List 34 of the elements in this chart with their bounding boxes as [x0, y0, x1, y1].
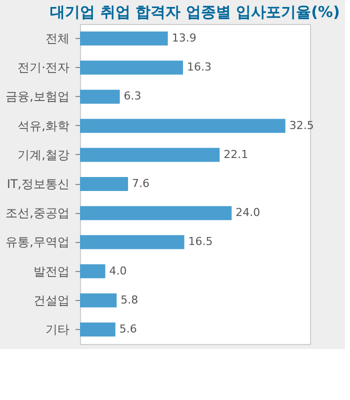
bar [80, 32, 168, 46]
y-tick-label: 석유,화학 [18, 118, 70, 133]
y-tick-label: 발전업 [34, 264, 70, 278]
data-label: 16.3 [186, 60, 212, 74]
bar [80, 264, 106, 278]
y-tick-label: 건설업 [34, 293, 70, 308]
y-tick-label: 전체 [46, 32, 70, 46]
chart-title: 대기업 취업 합격자 업종별 입사포기율(%) [50, 3, 340, 21]
y-tick-label: 기계,철강 [18, 148, 70, 162]
bar [80, 60, 183, 75]
data-label: 6.3 [124, 90, 142, 103]
bar [80, 148, 220, 162]
bar [80, 177, 128, 191]
data-label: 5.8 [120, 293, 138, 306]
data-label: 5.6 [119, 322, 137, 336]
bar [80, 293, 117, 308]
bar [80, 322, 116, 336]
data-label: 22.1 [224, 148, 248, 161]
y-tick-label: 유통,무역업 [6, 235, 70, 250]
data-label: 4.0 [109, 264, 127, 278]
data-label: 13.9 [172, 32, 196, 45]
bar [80, 206, 232, 220]
y-tick-label: 기타 [46, 322, 70, 336]
bar [80, 235, 184, 250]
y-tick-label: 조선,중공업 [6, 206, 70, 220]
data-label: 32.5 [289, 118, 314, 132]
y-tick-label: IT,정보통신 [6, 177, 70, 191]
bar [80, 90, 120, 104]
data-label: 7.6 [132, 177, 150, 190]
y-tick-label: 전기·전자 [18, 60, 70, 75]
y-tick-label: 금융,보험업 [6, 90, 70, 104]
data-label: 16.5 [188, 235, 213, 248]
bar [80, 118, 286, 133]
data-label: 24.0 [236, 206, 260, 220]
